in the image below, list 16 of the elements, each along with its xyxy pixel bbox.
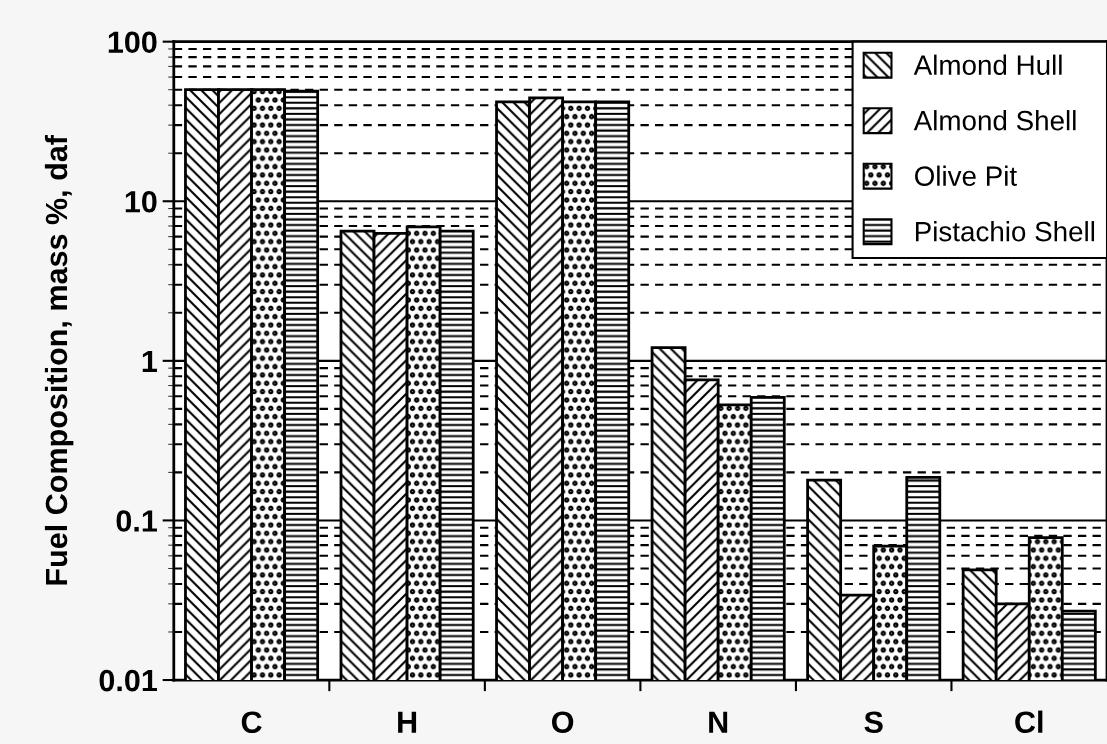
x-tick-label: N [709,711,728,733]
x-tick-label: Cl [1015,710,1043,734]
y-tick-label: 100 [108,31,157,54]
y-tick-label: 1 [142,350,157,372]
legend-label: Olive Pit [915,165,1017,186]
x-tick-label: O [552,711,574,734]
y-tick-label: 0.01 [99,669,157,692]
x-tick-label: C [241,711,262,734]
y-tick-label: 10 [125,190,157,213]
y-tick-label: 0.1 [116,510,157,532]
legend-label: Almond Hull [913,54,1062,75]
x-tick-label: H [398,711,417,733]
legend-label: Pistachio Shell [915,221,1095,242]
y-axis-title: Fuel Composition, mass %, daf [44,134,74,585]
legend-label: Almond Shell [913,110,1076,131]
x-tick-label: S [864,711,883,734]
